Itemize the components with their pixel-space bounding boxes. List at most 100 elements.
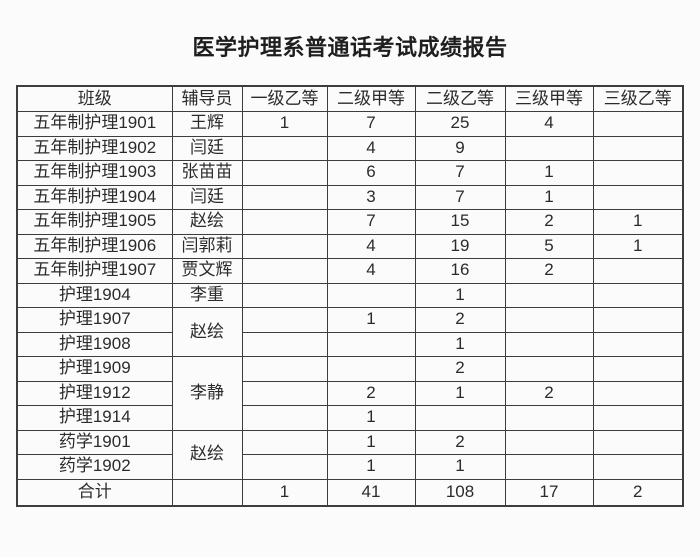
score-cell: 9: [414, 135, 506, 161]
table-row: 五年制护理1905 赵绘 7 15 2 1: [16, 209, 684, 235]
class-cell: 五年制护理1905: [16, 209, 173, 235]
score-cell: 5: [504, 233, 594, 259]
total-score-cell: 108: [414, 478, 506, 506]
counselor-cell: 赵绘: [171, 209, 243, 235]
score-cell: [592, 160, 684, 186]
total-score-cell: 2: [592, 478, 684, 506]
score-cell: 2: [414, 429, 506, 455]
table-row: 五年制护理1904 闫廷 3 7 1: [16, 184, 684, 210]
table-row: 护理1909 李静 2: [16, 356, 684, 431]
score-cell: [504, 307, 594, 333]
class-cell: 护理1907: [16, 307, 173, 333]
score-cell: [504, 454, 594, 480]
score-cell: 4: [326, 135, 416, 161]
table-row: 五年制护理1906 闫郭莉 4 19 5 1: [16, 233, 684, 259]
column-header: 班级: [16, 85, 173, 112]
score-cell: [241, 405, 328, 431]
class-cell: 药学1902: [16, 454, 173, 480]
total-score-cell: 17: [504, 478, 594, 506]
counselor-cell: 张苗苗: [171, 160, 243, 186]
table-row: 药学1901 赵绘 1 2: [16, 429, 684, 480]
total-score-cell: 41: [326, 478, 416, 506]
score-cell: [241, 454, 328, 480]
class-cell: 护理1909: [16, 356, 173, 382]
table-row: 护理1904 李重 1: [16, 282, 684, 308]
counselor-cell: 闫廷: [171, 184, 243, 210]
class-cell: 药学1901: [16, 429, 173, 455]
score-cell: [592, 282, 684, 308]
score-cell: 1: [326, 307, 416, 333]
score-cell: [241, 307, 328, 333]
score-cell: 25: [414, 111, 506, 137]
score-cell: 1: [326, 405, 416, 431]
report-title: 医学护理系普通话考试成绩报告: [192, 35, 508, 60]
score-cell: 16: [414, 258, 506, 284]
total-counselor-cell: [171, 478, 243, 506]
column-header: 三级乙等: [592, 85, 684, 112]
score-cell: [504, 331, 594, 357]
score-cell: 4: [504, 111, 594, 137]
score-cell: 1: [414, 380, 506, 406]
score-cell: 1: [414, 282, 506, 308]
score-cell: [241, 184, 328, 210]
score-cell: 19: [414, 233, 506, 259]
score-cell: [241, 233, 328, 259]
score-cell: [241, 135, 328, 161]
class-cell: 五年制护理1903: [16, 160, 173, 186]
counselor-cell: 闫廷: [171, 135, 243, 161]
class-cell: 五年制护理1904: [16, 184, 173, 210]
score-cell: [414, 405, 506, 431]
score-cell: 1: [414, 331, 506, 357]
counselor-cell: 李重: [171, 282, 243, 308]
column-header: 二级乙等: [414, 85, 506, 112]
score-table: 班级 辅导员 一级乙等 二级甲等 二级乙等 三级甲等 三级乙等 五年制护理1901 王辉 1 7 2…: [16, 85, 684, 507]
column-header: 三级甲等: [504, 85, 594, 112]
score-cell: 1: [592, 233, 684, 259]
counselor-cell: 赵绘: [171, 307, 243, 357]
table-row: 五年制护理1902 闫廷 4 9: [16, 135, 684, 161]
score-cell: 1: [241, 111, 328, 137]
score-cell: 1: [326, 429, 416, 455]
counselor-cell: 王辉: [171, 111, 243, 137]
counselor-cell: 赵绘: [171, 429, 243, 480]
score-cell: 2: [414, 307, 506, 333]
score-cell: 1: [504, 160, 594, 186]
class-cell: 五年制护理1907: [16, 258, 173, 284]
counselor-cell: 贾文辉: [171, 258, 243, 284]
score-cell: 2: [504, 258, 594, 284]
score-cell: [241, 331, 328, 357]
score-cell: [504, 356, 594, 382]
column-header: 二级甲等: [326, 85, 416, 112]
score-cell: 6: [326, 160, 416, 186]
total-label-cell: 合计: [16, 478, 173, 506]
score-cell: 2: [414, 356, 506, 382]
table-body: 五年制护理1901 王辉 1 7 25 4 五年制护理1902 闫廷 4 9 五年制护理1903 张苗…: [16, 111, 684, 506]
score-cell: [504, 135, 594, 161]
column-header: 一级乙等: [241, 85, 328, 112]
class-cell: 五年制护理1906: [16, 233, 173, 259]
score-cell: [241, 258, 328, 284]
score-cell: [592, 111, 684, 137]
score-cell: [504, 405, 594, 431]
score-cell: 1: [504, 184, 594, 210]
score-cell: [326, 356, 416, 382]
score-cell: [592, 454, 684, 480]
score-cell: [241, 282, 328, 308]
score-cell: 2: [326, 380, 416, 406]
score-cell: [326, 331, 416, 357]
table-row: 药学1902 1 1: [16, 454, 684, 480]
score-cell: [326, 282, 416, 308]
score-cell: 2: [504, 209, 594, 235]
class-cell: 护理1904: [16, 282, 173, 308]
score-cell: [504, 429, 594, 455]
total-score-cell: 1: [241, 478, 328, 506]
score-cell: [592, 331, 684, 357]
table-row: 护理1907 赵绘 1 2: [16, 307, 684, 357]
table-row: 护理1914 1: [16, 405, 684, 431]
score-cell: [592, 307, 684, 333]
counselor-cell: 闫郭莉: [171, 233, 243, 259]
score-cell: [241, 356, 328, 382]
score-cell: 7: [414, 184, 506, 210]
score-cell: [241, 209, 328, 235]
class-cell: 护理1914: [16, 405, 173, 431]
